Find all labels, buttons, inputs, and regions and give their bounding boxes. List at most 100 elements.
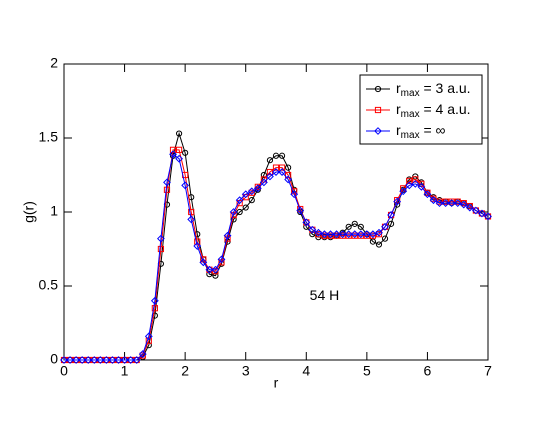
marker: [338, 230, 347, 239]
marker: [253, 184, 262, 193]
marker: [206, 271, 213, 278]
marker: [369, 232, 377, 239]
marker: [374, 127, 382, 135]
marker: [157, 245, 165, 253]
marker: [374, 106, 382, 114]
marker: [199, 258, 208, 267]
marker: [412, 176, 419, 183]
x-tick-label: 7: [484, 363, 492, 379]
marker: [169, 146, 177, 153]
marker: [284, 175, 293, 184]
marker: [332, 230, 341, 239]
marker: [285, 164, 292, 171]
marker: [132, 356, 141, 364]
marker: [406, 177, 413, 185]
marker: [278, 168, 286, 176]
marker: [357, 232, 364, 239]
marker: [182, 149, 189, 156]
marker: [247, 187, 256, 196]
marker: [205, 265, 214, 274]
x-tick-label: 6: [424, 363, 432, 379]
marker: [114, 356, 123, 364]
marker: [375, 228, 383, 237]
marker: [72, 356, 81, 364]
marker: [150, 296, 159, 305]
marker: [217, 255, 226, 264]
marker: [447, 199, 456, 208]
y-tick-label: 1.5: [39, 129, 59, 145]
marker: [424, 189, 431, 196]
marker: [78, 356, 87, 364]
marker: [278, 164, 286, 171]
marker: [272, 168, 280, 176]
marker: [345, 232, 352, 239]
marker: [357, 223, 364, 230]
marker: [223, 231, 232, 240]
marker: [151, 305, 158, 312]
marker: [345, 223, 352, 230]
marker: [181, 181, 190, 190]
x-tick-label: 4: [302, 363, 310, 379]
marker: [430, 195, 437, 202]
marker: [60, 356, 68, 364]
marker: [327, 232, 334, 239]
marker: [260, 171, 267, 179]
marker: [96, 356, 105, 364]
marker: [248, 197, 255, 204]
marker: [387, 220, 395, 227]
marker: [429, 196, 438, 205]
marker: [362, 230, 371, 239]
marker: [369, 230, 377, 239]
marker: [471, 206, 480, 215]
marker: [169, 150, 177, 159]
marker: [459, 200, 468, 209]
marker: [387, 211, 395, 219]
marker: [374, 85, 382, 93]
marker: [242, 204, 249, 211]
marker: [278, 152, 286, 159]
marker: [351, 232, 358, 239]
marker: [188, 208, 195, 216]
marker: [84, 356, 93, 364]
marker: [163, 178, 171, 187]
marker: [320, 230, 329, 239]
marker: [309, 231, 316, 238]
marker: [266, 172, 274, 181]
marker: [285, 171, 292, 179]
marker: [399, 187, 408, 196]
marker: [326, 230, 335, 239]
marker: [297, 205, 304, 213]
x-tick-label: 5: [363, 363, 371, 379]
marker: [212, 268, 219, 275]
x-tick-label: 3: [242, 363, 250, 379]
marker: [435, 199, 444, 208]
marker: [423, 190, 432, 199]
marker: [350, 230, 359, 239]
marker: [157, 234, 165, 243]
marker: [478, 209, 486, 218]
marker: [259, 178, 268, 187]
y-tick-label: 1: [50, 203, 58, 219]
marker: [369, 238, 377, 245]
marker: [211, 265, 220, 274]
legend-label: rmax = 3 a.u.: [396, 80, 471, 99]
marker: [302, 218, 311, 227]
marker: [484, 212, 492, 221]
x-axis-label: r: [274, 375, 279, 391]
marker: [344, 230, 353, 239]
marker: [405, 181, 414, 190]
marker: [126, 356, 135, 364]
marker: [448, 198, 455, 205]
marker: [465, 203, 474, 212]
marker: [417, 182, 426, 191]
x-tick-label: 0: [60, 363, 68, 379]
marker: [235, 196, 244, 205]
marker: [175, 146, 183, 153]
marker: [321, 232, 328, 239]
marker: [381, 222, 389, 231]
marker: [272, 152, 280, 159]
marker: [145, 337, 152, 344]
legend-label: rmax = 4 a.u.: [396, 101, 471, 120]
marker: [363, 232, 370, 239]
marker: [314, 228, 323, 237]
